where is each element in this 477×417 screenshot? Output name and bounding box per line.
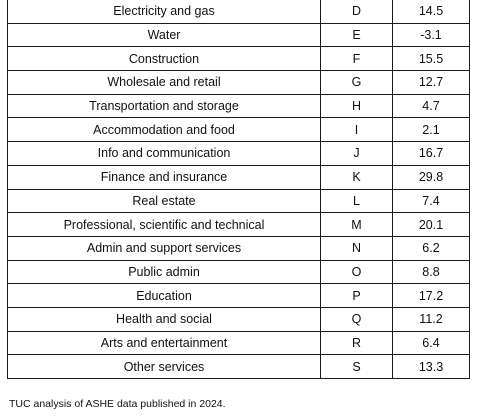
table-row: Public admin O 8.8 (7, 260, 470, 285)
industry-code-cell: G (320, 70, 393, 95)
industry-code-cell: D (320, 0, 393, 24)
industry-name-cell: Info and communication (7, 141, 321, 166)
value-cell: 13.3 (392, 354, 470, 379)
value-cell: 17.2 (392, 283, 470, 308)
industry-name-cell: Electricity and gas (7, 0, 321, 24)
value-cell: 6.2 (392, 236, 470, 261)
industry-code-cell: L (320, 189, 393, 214)
table-row: Info and communication J 16.7 (7, 141, 470, 166)
industry-name-cell: Public admin (7, 260, 321, 285)
industry-name-cell: Arts and entertainment (7, 331, 321, 356)
value-cell: -3.1 (392, 23, 470, 48)
table-row: Education P 17.2 (7, 283, 470, 308)
industry-code-cell: H (320, 94, 393, 119)
industry-code-cell: J (320, 141, 393, 166)
industry-code-cell: N (320, 236, 393, 261)
industry-code-cell: M (320, 212, 393, 237)
industry-code-cell: I (320, 117, 393, 143)
industry-code-cell: E (320, 23, 393, 48)
value-cell: 12.7 (392, 70, 470, 95)
table-row: Other services S 13.3 (7, 354, 470, 379)
table-row: Admin and support services N 6.2 (7, 236, 470, 261)
value-cell: 16.7 (392, 141, 470, 166)
industry-name-cell: Real estate (7, 189, 321, 214)
industry-name-cell: Construction (7, 46, 321, 72)
table-row: Finance and insurance K 29.8 (7, 165, 470, 190)
industry-code-cell: O (320, 260, 393, 285)
industry-code-cell: K (320, 165, 393, 190)
value-cell: 29.8 (392, 165, 470, 190)
industry-table-body: Electricity and gas D 14.5 Water E -3.1 … (7, 0, 470, 379)
table-row: Transportation and storage H 4.7 (7, 94, 470, 119)
industry-name-cell: Other services (7, 354, 321, 379)
table-row: Health and social Q 11.2 (7, 307, 470, 332)
value-cell: 2.1 (392, 117, 470, 143)
industry-name-cell: Water (7, 23, 321, 48)
value-cell: 6.4 (392, 331, 470, 356)
industry-code-cell: R (320, 331, 393, 356)
industry-name-cell: Finance and insurance (7, 165, 321, 190)
value-cell: 20.1 (392, 212, 470, 237)
value-cell: 11.2 (392, 307, 470, 332)
industry-name-cell: Accommodation and food (7, 117, 321, 143)
industry-name-cell: Education (7, 283, 321, 308)
industry-table: Electricity and gas D 14.5 Water E -3.1 … (7, 0, 470, 379)
value-cell: 8.8 (392, 260, 470, 285)
table-row: Real estate L 7.4 (7, 189, 470, 214)
source-caption: TUC analysis of ASHE data published in 2… (9, 398, 226, 410)
industry-name-cell: Health and social (7, 307, 321, 332)
value-cell: 15.5 (392, 46, 470, 72)
industry-name-cell: Transportation and storage (7, 94, 321, 119)
industry-code-cell: F (320, 46, 393, 72)
table-row: Wholesale and retail G 12.7 (7, 70, 470, 95)
industry-name-cell: Admin and support services (7, 236, 321, 261)
industry-name-cell: Professional, scientific and technical (7, 212, 321, 237)
value-cell: 4.7 (392, 94, 470, 119)
industry-code-cell: P (320, 283, 393, 308)
industry-code-cell: Q (320, 307, 393, 332)
table-row: Accommodation and food I 2.1 (7, 117, 470, 143)
industry-code-cell: S (320, 354, 393, 379)
value-cell: 14.5 (392, 0, 470, 24)
industry-name-cell: Wholesale and retail (7, 70, 321, 95)
table-row: Water E -3.1 (7, 23, 470, 48)
table-row: Construction F 15.5 (7, 46, 470, 72)
table-row: Professional, scientific and technical M… (7, 212, 470, 237)
industry-table-container: Electricity and gas D 14.5 Water E -3.1 … (7, 0, 470, 379)
table-row: Arts and entertainment R 6.4 (7, 331, 470, 356)
table-row: Electricity and gas D 14.5 (7, 0, 470, 24)
value-cell: 7.4 (392, 189, 470, 214)
